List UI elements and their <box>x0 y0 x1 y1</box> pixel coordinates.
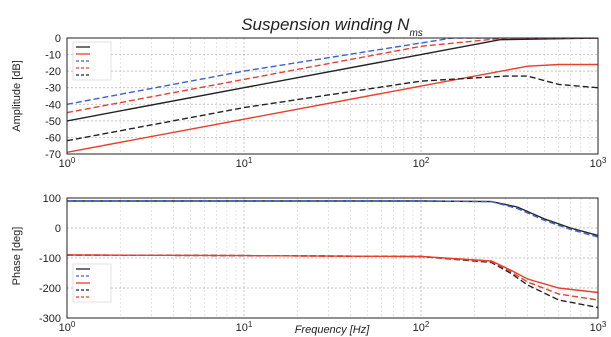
amp-y-tick-label: 0 <box>55 33 61 45</box>
phase-series-line-2 <box>67 200 598 238</box>
phase-y-tick-label: -300 <box>39 313 61 325</box>
phase-series-line-1 <box>67 200 598 237</box>
amplitude-axis-label: Amplitude [dB] <box>11 60 23 132</box>
phase-legend-box <box>72 263 112 303</box>
amp-legend-box <box>72 41 112 81</box>
chart-title-main: Suspension winding N <box>241 15 410 34</box>
amp-series-line-3 <box>67 38 598 105</box>
phase-axes-frame <box>66 197 599 319</box>
amp-series-line-1 <box>67 38 598 122</box>
phase-y-tick-label: 0 <box>55 223 61 235</box>
phase-x-tick-label: 101 <box>236 320 253 335</box>
amp-series-line-4 <box>67 38 598 114</box>
amp-series-line-2 <box>67 63 598 153</box>
phase-x-tick-label: 102 <box>413 320 430 335</box>
phase-axis-label: Phase [deg] <box>11 227 23 286</box>
amp-y-tick-label: -10 <box>45 50 61 62</box>
phase-series-line-4 <box>67 254 598 309</box>
amp-x-tick-label: 102 <box>413 156 430 171</box>
amp-y-tick-label: -20 <box>45 66 61 78</box>
frequency-axis-label: Frequency [Hz] <box>295 324 371 336</box>
amp-x-tick-label: 100 <box>59 156 76 171</box>
amp-series-line-5 <box>67 75 598 142</box>
amp-x-tick-label: 103 <box>590 156 607 171</box>
phase-y-tick-label: 100 <box>43 193 61 205</box>
amp-y-tick-label: -40 <box>45 99 61 111</box>
chart-title-subscript: ms <box>409 28 422 39</box>
amp-y-tick-label: -30 <box>45 83 61 95</box>
phase-series-line-3 <box>67 254 598 294</box>
amp-plot-area <box>67 38 598 154</box>
phase-x-tick-label: 103 <box>590 320 607 335</box>
phase-series-line-5 <box>67 254 598 301</box>
amp-legend <box>72 41 112 81</box>
phase-y-tick-label: -100 <box>39 253 61 265</box>
amp-axes-frame <box>66 37 599 155</box>
amp-x-tick-label: 101 <box>236 156 253 171</box>
amp-y-tick-label: -60 <box>45 132 61 144</box>
phase-x-tick-label: 100 <box>59 320 76 335</box>
amp-y-tick-label: -70 <box>45 149 61 161</box>
amp-y-tick-label: -50 <box>45 116 61 128</box>
chart-title: Suspension winding Nms <box>241 15 423 39</box>
phase-y-tick-label: -200 <box>39 283 61 295</box>
phase-legend <box>72 263 112 303</box>
